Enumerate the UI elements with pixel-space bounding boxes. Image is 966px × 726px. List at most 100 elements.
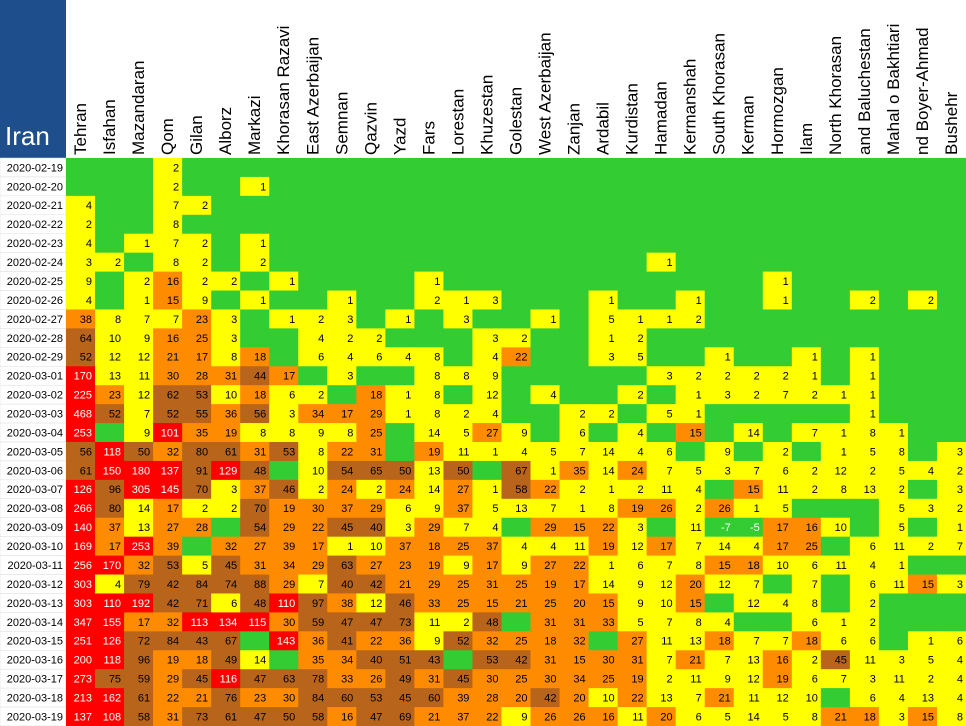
cell-value: 11 <box>139 371 150 383</box>
cell <box>356 176 386 197</box>
cell-value: 12 <box>748 674 760 686</box>
cell <box>501 631 532 651</box>
cell <box>95 347 125 367</box>
cell <box>298 631 328 651</box>
cell-value: 7 <box>841 674 847 686</box>
cell <box>704 631 735 651</box>
cell <box>617 214 648 235</box>
cell-value: 9 <box>521 427 527 439</box>
cell <box>675 688 706 708</box>
cell <box>733 366 764 386</box>
cell <box>762 707 793 726</box>
cell-value: 1 <box>841 446 847 458</box>
cell <box>327 347 357 367</box>
cell-value: 137 <box>74 711 92 723</box>
row-label: 2020-03-19 <box>7 711 63 723</box>
cell <box>588 479 619 500</box>
cell <box>820 271 851 292</box>
cell-value: 2 <box>783 446 789 458</box>
cell-value: 58 <box>312 711 324 723</box>
cell-value: 2 <box>318 314 324 326</box>
cell-value: 28 <box>196 371 208 383</box>
cell <box>849 593 880 613</box>
cell-value: 21 <box>515 598 527 610</box>
cell-value: 37 <box>457 711 469 723</box>
cell-value: 2 <box>318 484 324 496</box>
cell <box>762 423 793 443</box>
cell <box>704 385 735 405</box>
cell <box>124 347 154 367</box>
column-label: East Azerbaijan <box>303 37 322 155</box>
cell-value: 4 <box>870 560 876 572</box>
cell <box>936 195 966 216</box>
cell-value: 21 <box>196 693 208 705</box>
cell <box>414 707 444 726</box>
cell <box>298 423 328 443</box>
cell-value: 8 <box>812 711 818 723</box>
cell-value: 1 <box>928 636 934 648</box>
cell <box>675 233 706 254</box>
cell <box>762 385 793 405</box>
cell <box>298 688 328 708</box>
cell <box>211 555 241 576</box>
cell <box>530 612 561 632</box>
cell <box>269 385 299 405</box>
cell <box>472 479 502 500</box>
cell <box>907 479 938 500</box>
cell <box>791 309 822 329</box>
cell <box>501 309 532 329</box>
cell <box>95 707 125 726</box>
cell-value: 3 <box>231 333 237 345</box>
cell <box>124 555 154 576</box>
cell-value: 2 <box>754 390 760 402</box>
cell <box>472 347 502 367</box>
cell <box>617 442 648 462</box>
cell <box>240 328 270 348</box>
cell-value: 31 <box>573 617 585 629</box>
cell <box>182 612 212 632</box>
cell <box>588 574 619 594</box>
cell-value: 27 <box>457 484 469 496</box>
cell-value: 180 <box>132 465 150 477</box>
row-label: 2020-03-17 <box>7 674 63 686</box>
cell-value: 27 <box>167 522 179 534</box>
cell-value: 15 <box>718 560 730 572</box>
cell <box>849 195 880 216</box>
cell <box>704 574 735 594</box>
cell-value: 3 <box>347 371 353 383</box>
cell-value: 4 <box>405 352 411 364</box>
cell <box>849 290 880 310</box>
cell <box>617 290 648 310</box>
cell-value: 13 <box>660 693 672 705</box>
cell-value: 303 <box>74 598 92 610</box>
cell <box>762 271 793 292</box>
cell <box>211 612 241 632</box>
cell-value: 4 <box>347 352 353 364</box>
cell <box>617 195 648 216</box>
cell <box>298 593 328 613</box>
cell <box>820 460 851 481</box>
column-label: Markazi <box>245 95 264 155</box>
cell <box>530 404 561 424</box>
cell-value: 1 <box>812 371 818 383</box>
cell <box>907 612 938 632</box>
cell-value: 6 <box>812 617 818 629</box>
cell-value: 26 <box>718 503 730 515</box>
cell <box>182 574 212 594</box>
cell <box>414 460 444 481</box>
cell <box>356 404 386 424</box>
cell-value: 9 <box>638 598 644 610</box>
cell-value: 11 <box>690 522 701 534</box>
cell-value: 54 <box>341 465 353 477</box>
cell <box>675 669 706 689</box>
row-label: 2020-03-16 <box>7 655 63 667</box>
cell <box>182 252 212 273</box>
cell-value: 73 <box>196 711 208 723</box>
cell <box>385 252 415 273</box>
cell <box>646 555 677 576</box>
cell-value: 50 <box>283 711 295 723</box>
cell <box>791 460 822 481</box>
cell <box>269 479 299 500</box>
cell <box>211 195 241 216</box>
cell-value: 11 <box>690 674 701 686</box>
